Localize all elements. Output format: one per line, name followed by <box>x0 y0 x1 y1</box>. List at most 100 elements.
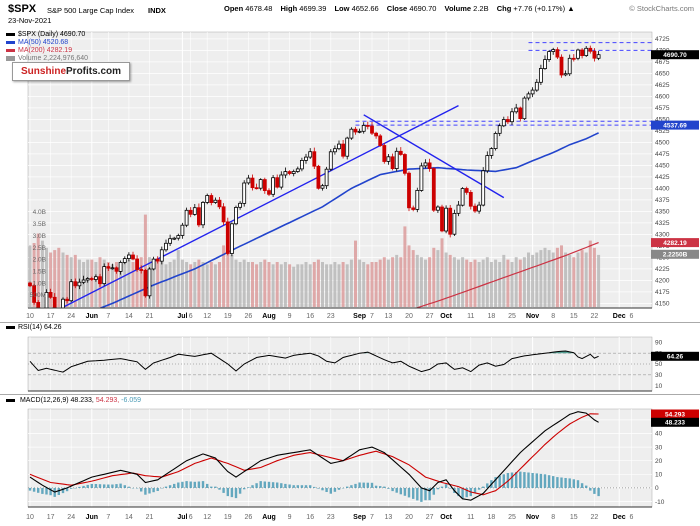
ma50-line <box>98 132 599 308</box>
svg-text:4450: 4450 <box>655 163 670 170</box>
svg-text:7: 7 <box>370 313 374 320</box>
volume-bar <box>259 262 263 307</box>
candle <box>427 162 432 169</box>
macd-histogram-bar <box>560 477 563 488</box>
volume-bar <box>382 257 386 307</box>
price-chart-canvas: 4725470046754650462546004575455045254500… <box>26 31 699 320</box>
volume-bar <box>271 264 275 307</box>
volume-bar <box>197 259 201 307</box>
volume-bar <box>510 262 514 307</box>
macd-histogram-bar <box>300 485 304 488</box>
volume-bar <box>337 264 341 307</box>
candle <box>584 47 589 56</box>
svg-text:1.5B: 1.5B <box>33 268 46 275</box>
volume-bar <box>205 264 209 307</box>
candle <box>61 298 65 308</box>
volume-bar <box>65 254 69 307</box>
high-value: 4699.39 <box>299 4 327 13</box>
svg-text:12: 12 <box>203 514 211 521</box>
candle <box>217 199 222 208</box>
macd-histogram-bar <box>173 483 176 488</box>
svg-text:4150: 4150 <box>655 301 670 308</box>
candle <box>279 174 284 188</box>
exchange-label: INDX <box>148 6 166 15</box>
svg-text:11: 11 <box>467 313 474 320</box>
volume-bar <box>312 262 316 307</box>
chart-date: 23-Nov-2021 <box>8 16 52 25</box>
macd-histogram-bar <box>123 485 126 488</box>
candle <box>69 281 74 302</box>
candle <box>592 50 597 59</box>
candle <box>530 89 535 95</box>
volume-bar <box>407 245 411 307</box>
close-value: 4690.70 <box>409 4 437 13</box>
volume-bar <box>399 257 403 307</box>
svg-text:4425: 4425 <box>655 174 670 181</box>
candle <box>159 249 164 262</box>
candle <box>57 314 60 320</box>
candle <box>353 128 358 133</box>
macd-value-box: 48.233 <box>665 420 685 427</box>
open-label: Open <box>224 4 244 13</box>
macd-histogram-bar <box>243 487 246 490</box>
macd-histogram-bar <box>391 487 394 492</box>
candle <box>192 207 197 215</box>
candle <box>114 267 119 272</box>
volume-bar <box>415 254 419 307</box>
quote-bar: Open 4678.48 High 4699.39 Low 4652.66 Cl… <box>218 4 575 13</box>
candle <box>258 179 263 189</box>
svg-text:15: 15 <box>570 313 578 320</box>
ma50-line-icon <box>6 40 15 44</box>
svg-text:8: 8 <box>551 313 555 320</box>
volume-bar <box>135 259 139 307</box>
macd-histogram-bar <box>214 486 217 488</box>
svg-text:16: 16 <box>306 313 314 320</box>
svg-text:4725: 4725 <box>655 36 670 43</box>
candle <box>448 207 453 235</box>
macd-histogram-bar <box>32 487 36 492</box>
volume-bar <box>94 262 98 307</box>
volume-bar <box>275 262 279 307</box>
volume-bar <box>119 264 123 307</box>
macd-histogram-bar <box>37 487 40 493</box>
volume-bar <box>218 262 221 307</box>
candle <box>89 278 94 280</box>
candle <box>143 269 148 297</box>
chart-header: $SPX S&P 500 Large Cap Index INDX 23-Nov… <box>0 0 700 28</box>
volume-bar <box>345 264 349 307</box>
svg-text:25: 25 <box>508 514 516 521</box>
rsi-value-box: 64.26 <box>667 354 684 361</box>
svg-text:0: 0 <box>655 485 659 492</box>
macd-histogram-bar <box>498 475 501 488</box>
macd-histogram-bar <box>597 487 600 497</box>
svg-text:27: 27 <box>426 514 434 521</box>
volume-bar <box>560 245 563 307</box>
candle <box>320 185 325 189</box>
candle <box>139 269 144 271</box>
macd-histogram-bar <box>160 487 163 489</box>
macd-histogram-bar <box>539 473 543 488</box>
svg-text:7: 7 <box>370 514 374 521</box>
macd-line-icon <box>6 398 15 402</box>
svg-text:7: 7 <box>106 514 110 521</box>
volume-bar <box>209 262 213 307</box>
macd-histogram-bar <box>317 487 320 489</box>
axis-price-box: 2.2250B <box>663 252 688 259</box>
macd-histogram-bar <box>329 487 332 494</box>
macd-histogram-bar <box>502 474 505 488</box>
volume-bar <box>300 264 304 307</box>
candle <box>477 204 482 212</box>
candle <box>398 150 403 155</box>
macd-histogram-bar <box>556 477 559 488</box>
candle <box>580 49 584 56</box>
macd-histogram-bar <box>94 484 98 488</box>
svg-text:Dec: Dec <box>613 313 626 320</box>
candle <box>576 49 580 59</box>
candle <box>378 135 383 146</box>
candle <box>341 143 346 157</box>
candle <box>234 206 238 225</box>
high-label: High <box>280 4 298 13</box>
svg-text:Oct: Oct <box>440 313 452 320</box>
low-label: Low <box>334 4 350 13</box>
